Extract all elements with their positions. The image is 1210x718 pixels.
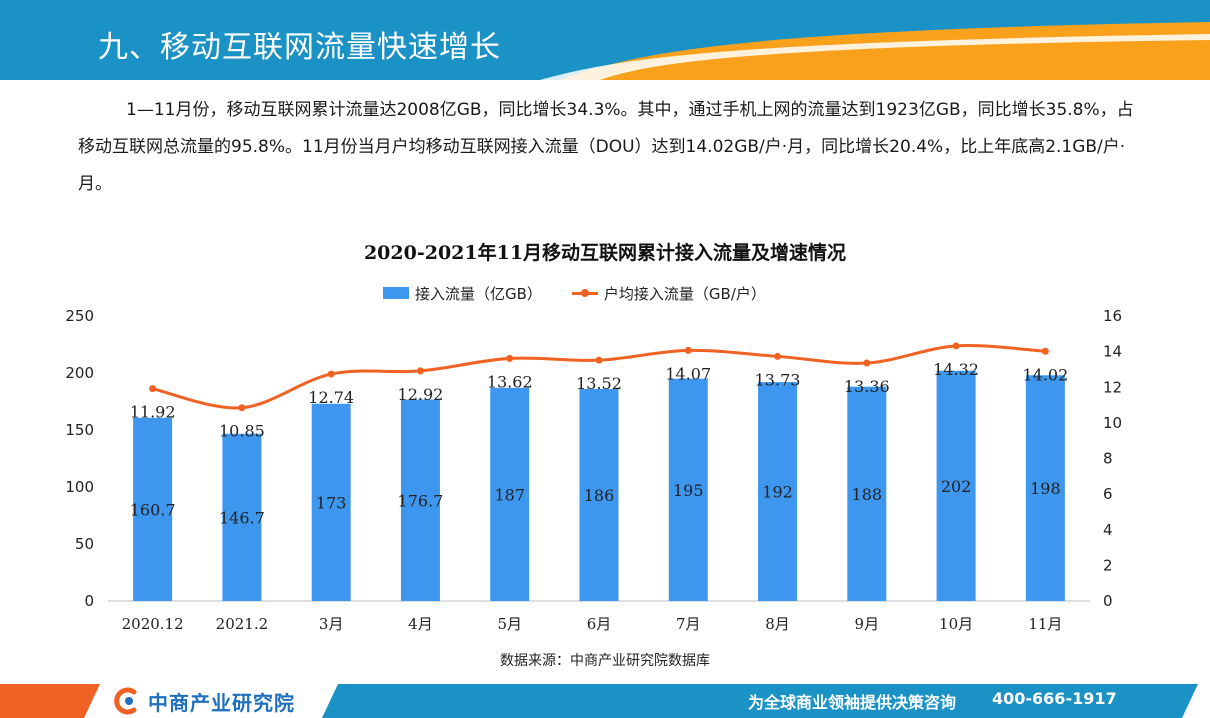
line-data-label: 13.36 (844, 377, 890, 396)
line-point (595, 356, 603, 364)
bar (133, 417, 173, 601)
logo-text: 中商产业研究院 (148, 690, 295, 715)
y-right-tick-label: 0 (1103, 592, 1113, 610)
line-data-label: 13.73 (755, 370, 801, 389)
footer-background (0, 684, 1198, 718)
bar-data-label: 187 (494, 485, 525, 504)
line-data-label: 13.52 (576, 374, 622, 393)
line-point (684, 346, 692, 354)
page-title: 九、移动互联网流量快速增长 (98, 30, 501, 65)
y-right-tick-label: 4 (1103, 521, 1113, 539)
bar-data-label: 192 (762, 483, 793, 502)
bar (847, 386, 887, 601)
footer-hotline: 400-666-1917 (992, 689, 1117, 708)
x-tick-label: 5月 (497, 615, 522, 633)
x-tick-label: 11月 (1028, 615, 1062, 633)
chart-legend: 接入流量（亿GB） 户均接入流量（GB/户） (383, 282, 796, 304)
bar (222, 433, 262, 601)
bar (311, 403, 351, 601)
line-data-label: 14.32 (933, 360, 979, 379)
legend-item-bar: 接入流量（亿GB） (383, 283, 542, 304)
bar-data-label: 195 (673, 481, 704, 500)
data-source: 数据来源：中商产业研究院数据库 (500, 653, 710, 669)
legend-swatch-line (571, 287, 598, 299)
bar-data-label: 173 (316, 493, 347, 512)
bar-data-label: 176.7 (398, 491, 444, 510)
bar-data-label: 146.7 (219, 508, 265, 527)
line-data-label: 12.92 (398, 385, 444, 404)
y-right-tick-label: 16 (1103, 307, 1122, 325)
line-data-label: 10.85 (219, 422, 265, 441)
chart-title: 2020-2021年11月移动互联网累计接入流量及增速情况 (363, 242, 847, 264)
line-point (327, 370, 335, 378)
y-left-tick-label: 200 (65, 364, 94, 382)
header-banner: 九、移动互联网流量快速增长 (0, 0, 1210, 80)
bar-data-label: 188 (852, 485, 883, 504)
footer-slogan: 为全球商业领袖提供决策咨询 (748, 693, 957, 712)
y-right-tick-label: 2 (1103, 556, 1113, 574)
y-right-tick-label: 6 (1103, 485, 1113, 503)
line-point (416, 367, 424, 375)
y-left-tick-label: 100 (65, 478, 94, 496)
line-data-label: 14.02 (1022, 365, 1068, 384)
line-point (506, 354, 514, 362)
bar (400, 399, 440, 601)
x-tick-label: 8月 (765, 615, 790, 633)
legend-item-line: 户均接入流量（GB/户） (571, 283, 766, 304)
x-tick-label: 2020.12 (122, 615, 184, 633)
company-logo: 中商产业研究院 (112, 686, 295, 716)
combo-chart: 0 50 100 150 200 250 0 2 4 6 8 10 12 14 16 2020.12 2021.… (65, 307, 1122, 633)
y-left-tick-label: 0 (84, 592, 94, 610)
summary-paragraph: 1—11月份，移动互联网累计流量达2008亿GB，同比增长34.3%。其中，通过… (78, 100, 1134, 194)
y-right-tick-label: 8 (1103, 450, 1113, 468)
bar (758, 382, 798, 601)
bar (490, 387, 530, 601)
x-tick-label: 9月 (855, 615, 880, 633)
company-logo-icon (114, 687, 137, 715)
y-right-tick-label: 14 (1103, 343, 1122, 361)
y-left-tick-label: 50 (75, 535, 94, 553)
x-tick-label: 10月 (939, 615, 973, 633)
x-tick-label: 3月 (319, 615, 344, 633)
line-point (238, 404, 246, 412)
y-left-tick-label: 150 (65, 421, 94, 439)
line-data-label: 12.74 (308, 388, 354, 407)
line-data-label: 13.62 (487, 372, 533, 391)
bar (936, 370, 976, 601)
y-right-tick-label: 10 (1103, 414, 1122, 432)
bar-data-label: 202 (941, 477, 972, 496)
line-data-label: 11.92 (130, 403, 176, 422)
header-background (0, 0, 1210, 80)
line-point (1041, 347, 1049, 355)
legend-label-bar: 接入流量（亿GB） (415, 284, 542, 303)
bar (668, 378, 708, 601)
x-tick-label: 4月 (408, 615, 433, 633)
bar-data-label: 160.7 (130, 500, 176, 519)
footer-bar (0, 684, 1210, 718)
x-tick-label: 2021.2 (216, 615, 269, 633)
x-tick-label: 6月 (587, 615, 612, 633)
legend-swatch-bar (383, 287, 409, 299)
legend-label-line: 户均接入流量（GB/户） (603, 284, 766, 303)
line-point (952, 342, 960, 350)
line-data-label: 14.07 (665, 364, 711, 383)
bar-data-label: 198 (1030, 479, 1061, 498)
bar (579, 388, 619, 601)
x-tick-label: 7月 (676, 615, 701, 633)
bar-data-label: 186 (584, 486, 615, 505)
y-left-tick-label: 250 (65, 307, 94, 325)
bar (1025, 375, 1065, 601)
line-point (774, 352, 782, 360)
line-point (863, 359, 871, 367)
y-right-tick-label: 12 (1103, 378, 1122, 396)
line-point (149, 385, 157, 393)
